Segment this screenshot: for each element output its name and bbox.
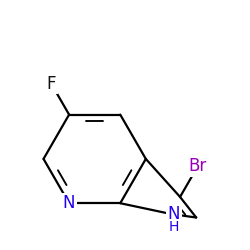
- Text: N: N: [63, 194, 75, 212]
- Text: Br: Br: [189, 157, 207, 175]
- Text: N: N: [168, 205, 180, 223]
- Text: H: H: [168, 220, 179, 234]
- Text: F: F: [46, 74, 56, 92]
